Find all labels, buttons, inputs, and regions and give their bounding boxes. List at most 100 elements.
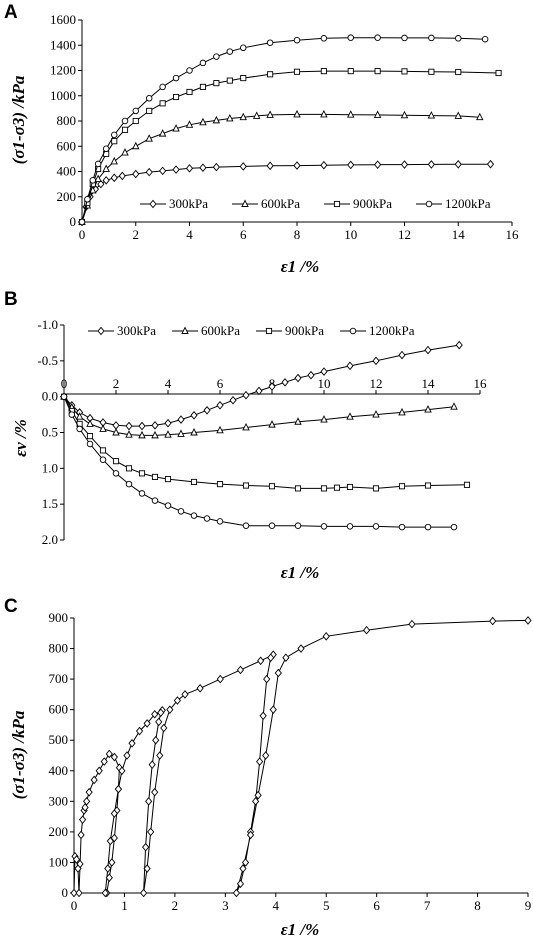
data-point xyxy=(125,480,133,488)
data-point xyxy=(151,421,159,430)
series-line xyxy=(63,396,455,436)
data-point xyxy=(159,100,166,107)
data-point xyxy=(145,797,153,806)
data-point xyxy=(427,111,436,119)
x-tick-label: 5 xyxy=(323,898,330,913)
x-tick-label: 16 xyxy=(474,376,488,391)
y-axis-label-a: (σ1-σ3) /kPa xyxy=(9,75,28,164)
data-point xyxy=(374,160,382,169)
legend-marker xyxy=(333,200,341,208)
x-tick-label: 10 xyxy=(344,227,357,242)
data-point xyxy=(346,412,354,420)
data-point xyxy=(216,674,224,684)
chart-a: A (σ1-σ3) /kPa ε1 /% 0 200 400 600 800 1000 12… xyxy=(4,2,519,276)
data-point xyxy=(155,717,163,727)
plot-area-a: 0 200 400 600 800 1000 1200 1400 1600 0 2 4 6 8 10 12 14… xyxy=(50,12,519,242)
data-point xyxy=(455,35,462,42)
data-point xyxy=(86,440,94,448)
data-point xyxy=(242,422,250,431)
data-point xyxy=(450,523,458,531)
data-point xyxy=(128,738,136,748)
data-point xyxy=(372,410,380,418)
data-point xyxy=(455,68,462,76)
data-point xyxy=(164,418,172,428)
y-tick-label: 0.5 xyxy=(42,425,58,440)
x-axis-label-a: ε1 /% xyxy=(281,257,320,276)
data-point xyxy=(281,378,289,387)
data-point xyxy=(236,665,245,675)
data-point xyxy=(110,809,118,818)
data-point xyxy=(346,523,354,530)
data-point xyxy=(104,864,112,873)
data-point xyxy=(242,482,250,489)
data-point xyxy=(145,167,153,177)
x-tick-label: 6 xyxy=(240,227,247,242)
data-point xyxy=(138,421,146,431)
data-point xyxy=(138,490,146,497)
data-point xyxy=(252,797,260,806)
data-point xyxy=(100,757,108,766)
x-tick-label: 2 xyxy=(172,898,179,913)
legend: 300kPa 600kPa 900kPa 1200kPa xyxy=(140,196,491,211)
legend-entry: 600kPa xyxy=(201,323,240,338)
legend-marker xyxy=(97,326,105,336)
data-point xyxy=(347,68,354,75)
x-axis-label-c: ε1 /% xyxy=(281,920,320,939)
data-point xyxy=(145,134,153,142)
data-point xyxy=(60,393,68,400)
data-point xyxy=(94,174,102,183)
x-tick-label: 7 xyxy=(424,898,431,913)
data-point xyxy=(185,164,194,173)
legend-entry: 300kPa xyxy=(169,196,208,211)
data-point xyxy=(427,160,435,169)
data-point xyxy=(94,160,102,168)
data-point xyxy=(267,653,275,663)
data-point xyxy=(259,711,267,721)
data-point xyxy=(266,39,274,46)
data-point xyxy=(172,74,180,82)
data-point xyxy=(274,668,282,678)
y-tick-label: 200 xyxy=(49,824,69,839)
data-point xyxy=(110,752,118,762)
legend-marker xyxy=(241,199,249,207)
data-point xyxy=(424,345,432,355)
plot-area-b: -1.0-0.50.00.51.01.52.00246810121416300k… xyxy=(37,317,487,547)
data-point xyxy=(213,80,220,87)
data-point xyxy=(105,749,113,759)
data-point xyxy=(524,616,532,625)
data-point xyxy=(241,858,250,867)
chart-b: B εv /% ε1 /% -1.0 -0.5 0.0 0.5 1.0 1.5 2.0 0 2 4… xyxy=(4,289,487,582)
data-point xyxy=(262,751,270,760)
data-point xyxy=(373,110,382,118)
data-point xyxy=(81,803,89,812)
data-point xyxy=(190,410,198,420)
y-tick-label: 0 xyxy=(70,214,77,229)
x-tick-label: 1 xyxy=(121,898,128,913)
data-point xyxy=(400,110,409,119)
data-point xyxy=(145,95,153,102)
data-point xyxy=(72,855,81,864)
data-point xyxy=(138,430,146,439)
data-point xyxy=(132,141,140,150)
y-tick-label: 800 xyxy=(49,641,69,656)
data-point xyxy=(268,420,276,428)
data-point xyxy=(84,196,91,203)
data-point xyxy=(374,68,381,75)
legend-marker xyxy=(149,199,157,209)
data-point xyxy=(190,427,198,436)
data-point xyxy=(110,156,118,165)
data-point xyxy=(111,138,118,145)
data-point xyxy=(112,470,120,477)
y-tick-label: 1400 xyxy=(50,37,76,52)
data-point xyxy=(408,619,416,629)
data-point xyxy=(159,83,166,91)
data-point xyxy=(372,356,380,366)
data-point xyxy=(450,402,458,410)
data-point xyxy=(89,177,96,184)
data-point xyxy=(157,708,165,718)
data-point xyxy=(257,656,265,666)
data-point xyxy=(85,787,93,797)
x-tick-label: 12 xyxy=(370,376,383,391)
data-point xyxy=(320,160,328,170)
data-point xyxy=(216,518,224,525)
